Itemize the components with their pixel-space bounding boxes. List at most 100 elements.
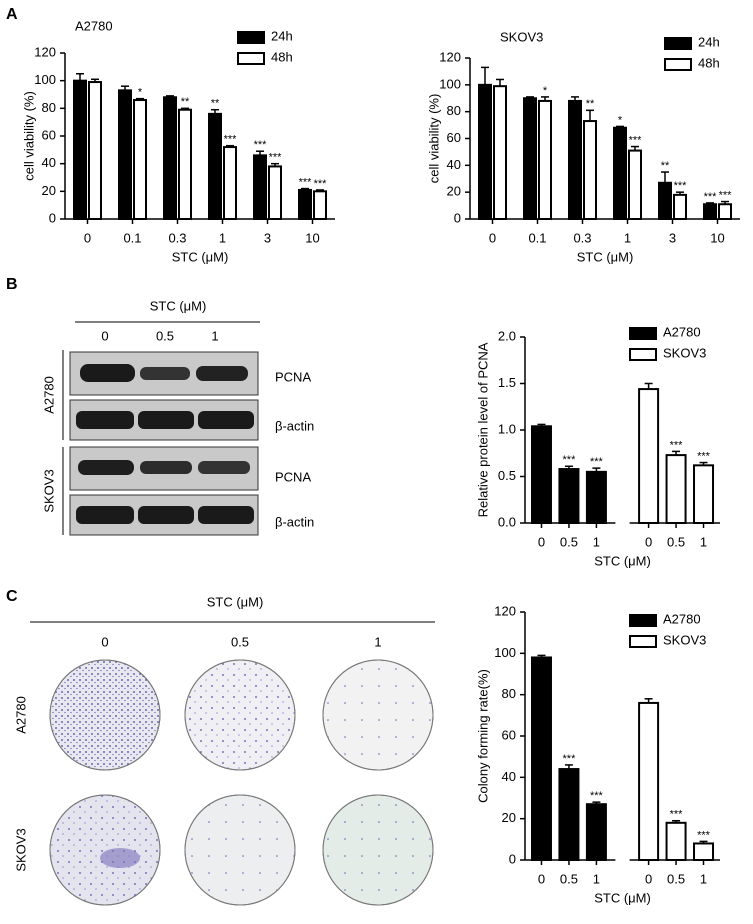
blot-dose: 0.5 <box>156 328 174 343</box>
bar <box>585 470 607 525</box>
significance: *** <box>254 139 268 151</box>
y-tick-label: 120 <box>439 49 461 64</box>
significance: *** <box>674 180 688 192</box>
x-tick-label: 1 <box>593 534 600 549</box>
x-tick-label: 3 <box>264 230 271 245</box>
x-tick-label: 1 <box>700 534 707 549</box>
y-tick-label: 40 <box>42 155 56 170</box>
significance: ** <box>211 98 220 110</box>
panel-label: C <box>6 588 18 605</box>
colony-cell-line: A2780 <box>13 696 28 734</box>
blot-cell-line: A2780 <box>41 376 56 414</box>
significance: *** <box>224 134 238 146</box>
y-tick-label: 40 <box>502 769 516 784</box>
blot-protein: PCNA <box>275 469 311 484</box>
y-tick-label: 0 <box>509 851 516 866</box>
bar <box>478 83 492 221</box>
y-tick-label: 0.0 <box>498 514 516 529</box>
y-tick-label: 20 <box>502 810 516 825</box>
legend-swatch <box>237 52 265 65</box>
bar <box>530 425 552 524</box>
colony-dose: 1 <box>374 634 381 649</box>
y-tick-label: 1.5 <box>498 375 516 390</box>
bar <box>313 190 327 220</box>
y-axis-label: Colony forming rate(%) <box>475 669 490 803</box>
colony-dose: 0.5 <box>231 634 249 649</box>
blot-header: STC (μM) <box>150 298 207 313</box>
y-tick-label: 40 <box>447 157 461 172</box>
significance: *** <box>697 450 711 462</box>
legend-swatch <box>237 31 265 44</box>
blot-protein: PCNA <box>275 369 311 384</box>
x-tick-label: 0.3 <box>168 230 186 245</box>
bar <box>223 146 237 220</box>
legend-label: A2780 <box>663 324 701 339</box>
y-tick-label: 60 <box>42 127 56 142</box>
y-axis-label: cell viability (%) <box>426 94 441 184</box>
chart-title: SKOV3 <box>500 29 543 44</box>
y-tick-label: 80 <box>447 103 461 118</box>
colony-header: STC (μM) <box>207 594 264 609</box>
y-tick-label: 100 <box>34 72 56 87</box>
bar <box>613 126 627 220</box>
significance: *** <box>697 829 711 841</box>
y-tick-label: 100 <box>439 76 461 91</box>
legend-swatch <box>629 348 657 361</box>
blot-protein: β-actin <box>275 418 314 433</box>
significance: *** <box>719 189 733 201</box>
x-tick-label: 0 <box>489 230 496 245</box>
x-tick-label: 10 <box>710 230 724 245</box>
x-axis-label: STC (μM) <box>594 890 651 905</box>
bar <box>628 149 642 220</box>
chart-title: A2780 <box>75 18 113 33</box>
x-tick-label: 0 <box>538 871 545 886</box>
bar <box>665 454 687 524</box>
y-tick-label: 60 <box>502 727 516 742</box>
bar <box>585 803 607 862</box>
significance: *** <box>704 191 718 203</box>
blot-protein: β-actin <box>275 514 314 529</box>
bar <box>523 97 537 220</box>
significance: *** <box>590 790 604 802</box>
y-tick-label: 60 <box>447 130 461 145</box>
y-axis-label: Relative protein level of PCNA <box>475 342 490 517</box>
y-tick-label: 100 <box>494 645 516 660</box>
bar <box>665 821 687 861</box>
bar <box>703 203 717 221</box>
y-tick-label: 80 <box>42 100 56 115</box>
x-tick-label: 10 <box>305 230 319 245</box>
y-tick-label: 20 <box>42 183 56 198</box>
x-tick-label: 3 <box>669 230 676 245</box>
significance: *** <box>299 176 313 188</box>
x-tick-label: 1 <box>219 230 226 245</box>
bar <box>693 464 715 524</box>
bar <box>208 112 222 220</box>
x-tick-label: 0.5 <box>560 871 578 886</box>
x-tick-label: 0.1 <box>123 230 141 245</box>
y-tick-label: 2.0 <box>498 328 516 343</box>
significance: *** <box>670 439 684 451</box>
y-axis-label: cell viability (%) <box>21 91 36 181</box>
blot-cell-line: SKOV3 <box>41 469 56 512</box>
bar <box>118 89 132 220</box>
x-tick-label: 0.3 <box>573 230 591 245</box>
y-tick-label: 80 <box>502 686 516 701</box>
significance: *** <box>314 178 328 190</box>
bar <box>558 768 580 861</box>
y-tick-label: 120 <box>494 603 516 618</box>
y-tick-label: 0 <box>454 210 461 225</box>
legend-swatch <box>629 327 657 340</box>
significance: *** <box>269 152 283 164</box>
colony-image <box>49 659 434 906</box>
x-tick-label: 0.5 <box>667 871 685 886</box>
significance: *** <box>563 753 577 765</box>
legend-label: 48h <box>271 49 293 64</box>
x-tick-label: 0 <box>538 534 545 549</box>
y-tick-label: 0 <box>49 210 56 225</box>
blot-dose: 0 <box>101 328 108 343</box>
panel-label: B <box>6 276 18 293</box>
y-tick-label: 20 <box>447 184 461 199</box>
bar <box>568 99 582 220</box>
colony-cell-line: SKOV3 <box>13 828 28 871</box>
bar <box>178 108 192 220</box>
